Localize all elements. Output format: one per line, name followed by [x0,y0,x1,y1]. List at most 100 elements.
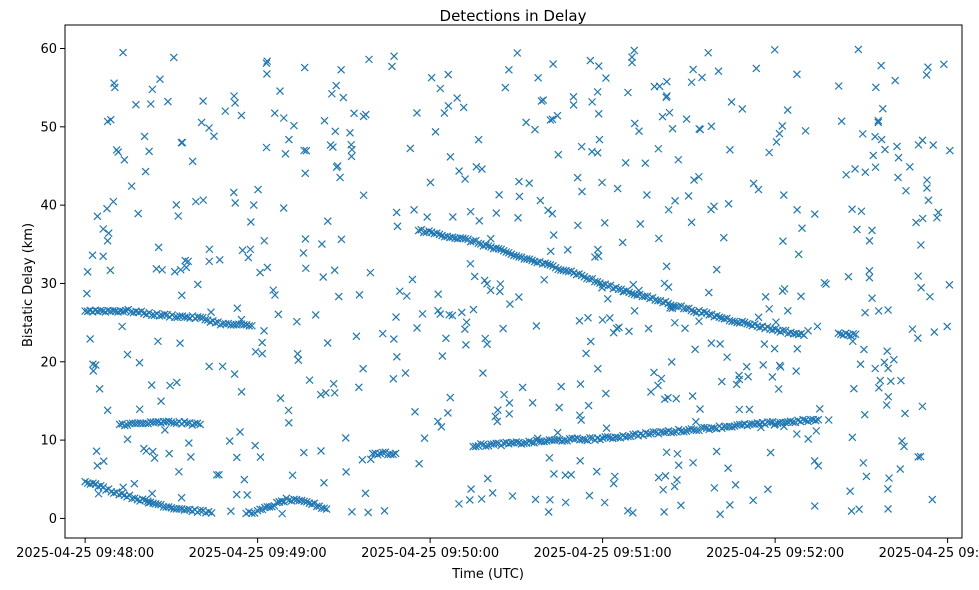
clutter-point [593,87,602,96]
clutter-point [358,455,367,464]
clutter-point [925,292,934,301]
track-point [265,503,274,511]
track-point [674,302,683,311]
clutter-point [630,46,639,55]
clutter-point [157,397,165,406]
clutter-point [880,358,889,367]
track-point [653,296,662,305]
clutter-point [780,284,789,293]
track-point [425,227,433,235]
clutter-point [270,109,279,118]
clutter-point [868,294,876,303]
clutter-point [262,59,271,68]
track-point [138,495,147,504]
clutter-point [585,491,594,500]
clutter-point [670,482,679,491]
clutter-point [861,308,870,317]
track-point [476,439,485,448]
clutter-point [415,459,424,468]
clutter-point [894,153,903,162]
clutter-point [724,199,733,208]
clutter-point [495,287,504,296]
track-point [700,423,709,432]
clutter-point [588,97,597,106]
clutter-point [861,168,870,177]
clutter-point [586,337,595,346]
y-axis-ticks: 0 10 20 30 40 50 60 [40,42,65,527]
clutter-point [662,92,671,100]
clutter-point [905,162,914,171]
clutter-point [95,384,104,393]
clutter-point [894,173,902,182]
track-point [851,330,860,339]
track-point [494,244,503,253]
track-point [256,505,264,514]
track-point [253,506,262,515]
clutter-point [453,94,462,102]
track-point [207,509,216,517]
track-point [435,230,444,239]
track-point [528,256,536,265]
clutter-point [305,376,314,385]
clutter-point [654,473,663,482]
clutter-point [274,310,283,319]
track-point [799,415,807,424]
track-point [307,500,316,509]
clutter-point [483,474,492,483]
clutter-point [744,372,753,381]
clutter-point [661,471,670,480]
track-point [502,248,511,256]
clutter-point [390,52,399,61]
clutter-point [99,457,108,466]
track-point [604,282,612,291]
clutter-point [761,292,770,301]
clutter-point [172,200,181,209]
track-point [624,432,632,441]
clutter-point [319,273,328,281]
clutter-point [365,55,373,64]
clutter-point [388,62,396,71]
clutter-point [674,155,683,164]
clutter-point [858,129,867,138]
clutter-point [492,209,501,217]
clutter-point [260,326,268,335]
track-point [546,261,555,269]
clutter-point [236,428,244,436]
clutter-point [846,487,855,496]
clutter-point [193,280,202,289]
clutter-point [857,207,866,216]
track-point [705,311,714,319]
clutter-point [177,291,186,300]
track-point [585,275,594,284]
clutter-point [871,132,879,141]
track-point [183,419,191,428]
track-point [596,435,605,444]
clutter-point [704,288,713,297]
clutter-point [735,375,744,384]
clutter-point [172,378,181,387]
clutter-point [504,65,513,74]
clutter-point [199,196,208,205]
clutter-point [719,233,728,242]
clutter-point [712,447,721,456]
clutter-point [923,184,931,192]
clutter-point [176,339,184,348]
clutter-point [731,480,740,489]
clutter-point [486,234,495,243]
clutter-point [366,455,375,464]
clutter-point [182,263,191,272]
track-point [160,310,169,319]
clutter-point [455,499,463,508]
clutter-point [742,362,751,371]
clutter-point [876,376,885,385]
clutter-point [662,77,671,86]
clutter-point [623,88,632,97]
clutter-point [623,506,632,515]
clutter-point [501,83,510,92]
clutter-point [483,279,491,288]
track-point [738,317,747,326]
clutter-point [561,471,570,480]
clutter-point [615,323,623,332]
clutter-point [601,389,610,398]
clutter-point [772,318,780,327]
